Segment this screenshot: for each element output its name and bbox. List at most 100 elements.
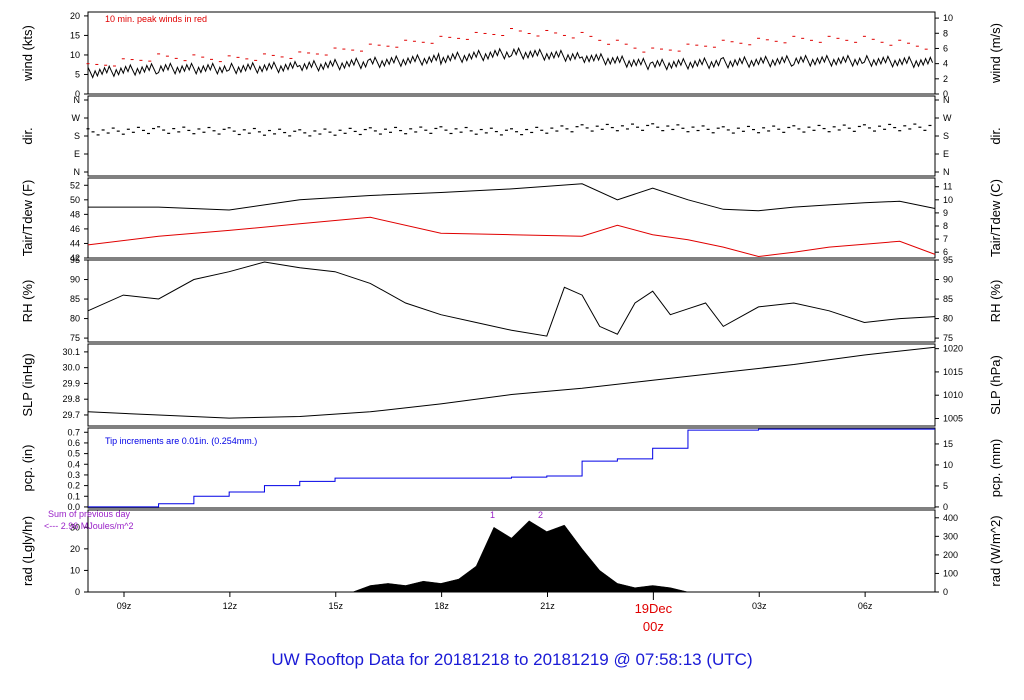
tick-label-left: 0.2 — [67, 481, 80, 491]
tick-label-right: W — [943, 113, 952, 123]
tick-label-right: 200 — [943, 550, 958, 560]
tick-label-left: 95 — [70, 255, 80, 265]
tick-label-left: 0 — [75, 89, 80, 99]
series-line-slp — [87, 346, 936, 419]
tick-label-right: 400 — [943, 513, 958, 523]
ylabel-right-rh: RH (%) — [988, 280, 1003, 323]
tick-label-left: W — [72, 113, 81, 123]
panel-wind — [87, 11, 936, 95]
tick-label-right: 8 — [943, 28, 948, 38]
precip-line — [88, 428, 935, 508]
tick-label-right: 10 — [943, 460, 953, 470]
tick-label-right: 2 — [943, 74, 948, 84]
rad-marker-2: 2 — [538, 510, 543, 520]
tick-label-left: 50 — [70, 195, 80, 205]
panel-dir — [87, 95, 936, 177]
tick-label-left: 85 — [70, 294, 80, 304]
tick-label-left: N — [74, 167, 81, 177]
tick-label-right: 0 — [943, 587, 948, 597]
tick-label-right: 1015 — [943, 367, 963, 377]
x-date-sublabel: 00z — [643, 619, 664, 634]
ylabel-left-rh: RH (%) — [20, 280, 35, 323]
x-date-label: 19Dec — [635, 601, 673, 616]
tick-label-left: 80 — [70, 314, 80, 324]
tick-label-right: 0 — [943, 89, 948, 99]
tick-label-left: 20 — [70, 544, 80, 554]
tick-label-right: 8 — [943, 221, 948, 231]
ylabel-left-pcp: pcp. (in) — [20, 445, 35, 492]
tick-label-right: 11 — [943, 182, 952, 192]
wind-annotation: 10 min. peak winds in red — [105, 14, 207, 24]
pcp-annotation: Tip increments are 0.01in. (0.254mm.) — [105, 436, 257, 446]
tick-label-left: 0.7 — [67, 427, 80, 437]
tick-label-left: 29.9 — [62, 378, 80, 388]
x-tick-label: 15z — [328, 601, 343, 611]
x-tick-label: 06z — [858, 601, 873, 611]
tick-label-left: 52 — [70, 180, 80, 190]
ylabel-right-temp: Tair/Tdew (C) — [988, 179, 1003, 257]
panel-temp — [87, 177, 936, 259]
tick-label-left: 46 — [70, 224, 80, 234]
tick-label-right: 9 — [943, 208, 948, 218]
tick-label-left: 0.5 — [67, 449, 80, 459]
tick-label-right: 15 — [943, 439, 953, 449]
tick-label-right: 85 — [943, 294, 953, 304]
rooftop-chart: wind (kts) wind (m/s) dir. dir. Tair/Tdew (F… — [20, 11, 1003, 634]
tick-label-left: 0 — [75, 587, 80, 597]
tick-label-right: S — [943, 131, 949, 141]
tick-label-left: 75 — [70, 333, 80, 343]
tick-label-left: 30.0 — [62, 363, 80, 373]
tick-label-left: 44 — [70, 238, 80, 248]
tick-label-left: 42 — [70, 253, 80, 263]
x-tick-label: 21z — [540, 601, 555, 611]
rad-annotation: Sum of previous day — [48, 509, 131, 519]
x-tick-label: 09z — [117, 601, 132, 611]
tick-label-right: N — [943, 167, 950, 177]
rad-annotation-sum: <--- 2.96 MJoules/m^2 — [44, 521, 134, 531]
panel-rh — [87, 259, 936, 343]
tick-label-right: 7 — [943, 234, 948, 244]
series-line-temp-Tdew — [87, 216, 936, 258]
x-tick-label: 18z — [434, 601, 449, 611]
tick-label-left: S — [74, 131, 80, 141]
ylabel-right-rad: rad (W/m^2) — [988, 515, 1003, 586]
tick-label-right: 10 — [943, 195, 953, 205]
tick-label-right: E — [943, 149, 949, 159]
series-line-rh — [87, 261, 936, 337]
tick-label-left: 0.3 — [67, 470, 80, 480]
ylabel-right-dir: dir. — [988, 127, 1003, 144]
ylabel-left-temp: Tair/Tdew (F) — [20, 180, 35, 257]
tick-label-left: 10 — [70, 50, 80, 60]
ylabel-right-wind: wind (m/s) — [988, 23, 1003, 84]
tick-label-right: 100 — [943, 568, 958, 578]
tick-label-left: 29.7 — [62, 410, 80, 420]
tick-label-left: 0.1 — [67, 491, 80, 501]
series-line-temp-Tair — [88, 183, 936, 212]
chart-title: UW Rooftop Data for 20181218 to 20181219… — [271, 650, 753, 669]
tick-label-right: 10 — [943, 13, 953, 23]
mean-wind-line — [87, 46, 934, 79]
tick-label-left: 30.1 — [62, 347, 80, 357]
x-tick-label: 12z — [223, 601, 238, 611]
tick-label-right: 90 — [943, 275, 953, 285]
tick-label-left: 30 — [70, 522, 80, 532]
radiation-area — [88, 520, 935, 593]
ylabel-left-slp: SLP (inHg) — [20, 353, 35, 416]
tick-label-right: 1005 — [943, 413, 963, 423]
tick-label-right: 4 — [943, 59, 948, 69]
tick-label-right: 0 — [943, 502, 948, 512]
tick-label-left: E — [74, 149, 80, 159]
tick-label-right: 300 — [943, 531, 958, 541]
tick-label-right: 75 — [943, 333, 953, 343]
ylabel-right-pcp: pcp. (mm) — [988, 439, 1003, 498]
tick-label-left: 0.4 — [67, 459, 80, 469]
tick-label-left: 15 — [70, 30, 80, 40]
x-tick-label: 03z — [752, 601, 767, 611]
tick-label-left: 29.8 — [62, 394, 80, 404]
panel-slp — [87, 343, 936, 427]
tick-label-right: 1020 — [943, 344, 963, 354]
tick-label-right: 6 — [943, 43, 948, 53]
tick-label-left: 10 — [70, 565, 80, 575]
tick-label-left: 48 — [70, 209, 80, 219]
tick-label-left: 0.0 — [67, 502, 80, 512]
